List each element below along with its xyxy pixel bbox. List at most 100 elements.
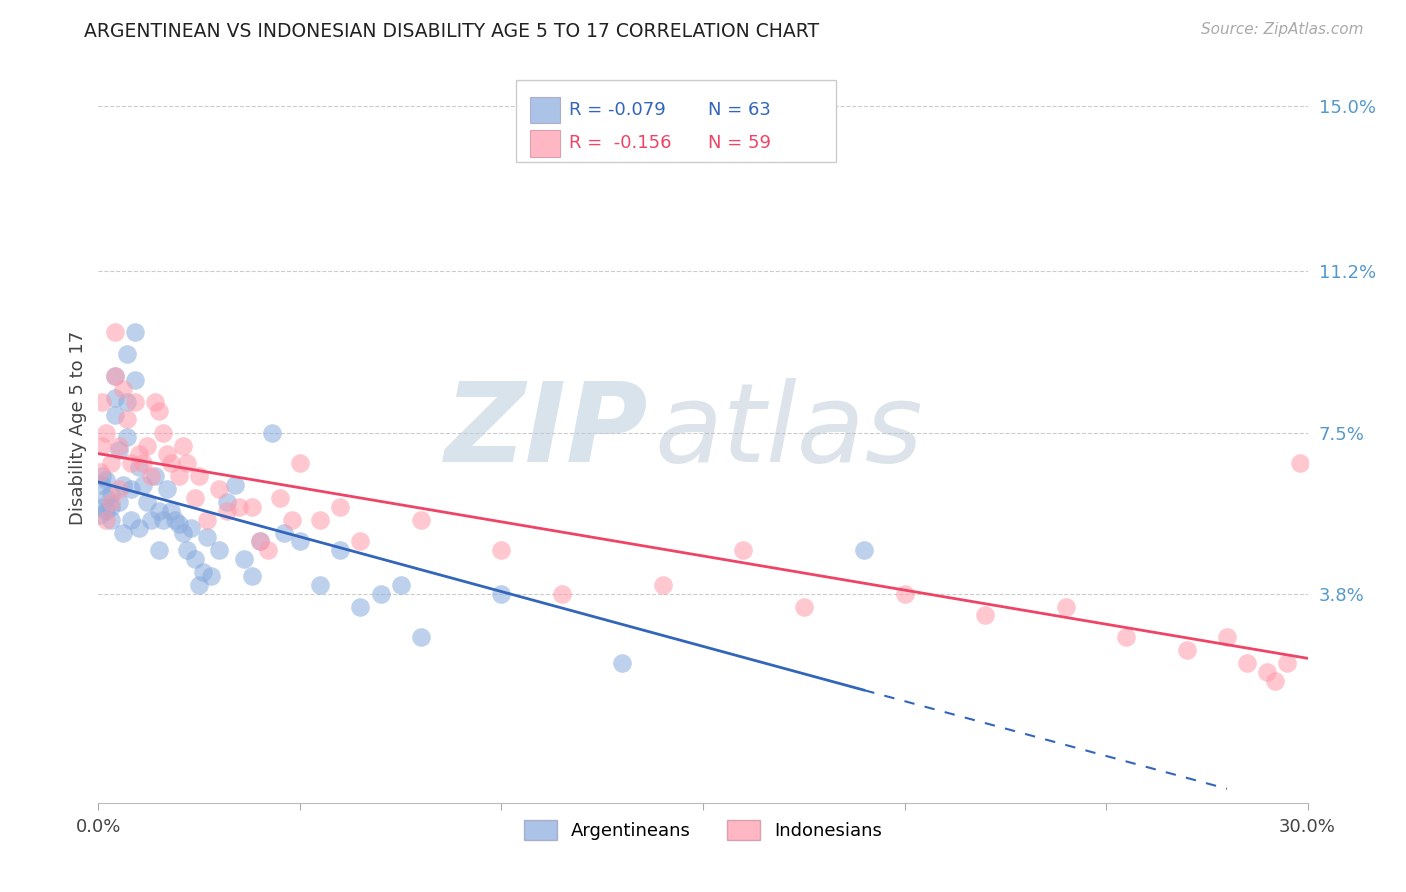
FancyBboxPatch shape — [516, 79, 837, 162]
Text: N = 63: N = 63 — [707, 101, 770, 119]
Point — [96, 513, 118, 527]
Point — [349, 534, 371, 549]
Point — [249, 534, 271, 549]
Point — [135, 495, 157, 509]
FancyBboxPatch shape — [530, 96, 561, 123]
Text: R = -0.079: R = -0.079 — [569, 101, 665, 119]
Point — [139, 513, 162, 527]
Point — [152, 425, 174, 440]
Point — [329, 500, 352, 514]
Point — [195, 530, 218, 544]
Point — [91, 395, 114, 409]
Point — [115, 412, 138, 426]
Text: ZIP: ZIP — [446, 378, 648, 485]
Point — [96, 425, 118, 440]
Text: Source: ZipAtlas.com: Source: ZipAtlas.com — [1201, 22, 1364, 37]
Point — [91, 469, 114, 483]
Point — [103, 368, 125, 383]
Point — [1216, 630, 1239, 644]
Point — [132, 477, 155, 491]
Point — [733, 543, 755, 558]
Point — [115, 430, 138, 444]
Point — [96, 504, 118, 518]
Point — [349, 599, 371, 614]
Point — [160, 456, 183, 470]
Point — [143, 469, 166, 483]
Point — [491, 543, 513, 558]
Text: R =  -0.156: R = -0.156 — [569, 135, 671, 153]
Point — [409, 513, 432, 527]
Point — [208, 482, 231, 496]
Point — [1256, 665, 1278, 679]
Point — [115, 395, 138, 409]
Point — [217, 504, 239, 518]
Point — [160, 504, 183, 518]
Point — [260, 425, 283, 440]
Point — [148, 543, 170, 558]
Point — [1288, 456, 1310, 470]
Point — [89, 465, 111, 479]
Point — [107, 439, 129, 453]
Point — [184, 491, 207, 505]
Point — [853, 543, 876, 558]
Point — [793, 599, 815, 614]
Point — [89, 508, 111, 523]
Point — [200, 569, 222, 583]
Point — [148, 504, 170, 518]
Point — [188, 469, 211, 483]
Point — [1175, 643, 1198, 657]
Point — [288, 534, 311, 549]
Point — [273, 525, 295, 540]
Point — [111, 525, 134, 540]
Text: atlas: atlas — [655, 378, 924, 485]
Point — [370, 587, 392, 601]
Point — [240, 500, 263, 514]
Point — [1264, 673, 1286, 688]
Point — [139, 469, 162, 483]
Point — [91, 500, 114, 514]
Point — [651, 578, 673, 592]
Point — [120, 482, 142, 496]
Point — [91, 439, 114, 453]
Point — [100, 486, 122, 500]
Point — [111, 477, 134, 491]
Point — [309, 513, 332, 527]
Point — [893, 587, 915, 601]
Point — [128, 460, 150, 475]
Point — [1054, 599, 1077, 614]
Point — [100, 495, 122, 509]
Point — [148, 403, 170, 417]
Point — [309, 578, 332, 592]
Point — [176, 456, 198, 470]
Point — [135, 439, 157, 453]
Point — [389, 578, 412, 592]
Point — [152, 513, 174, 527]
FancyBboxPatch shape — [530, 130, 561, 157]
Point — [180, 521, 202, 535]
Point — [1115, 630, 1137, 644]
Point — [193, 565, 215, 579]
Y-axis label: Disability Age 5 to 17: Disability Age 5 to 17 — [69, 331, 87, 525]
Text: ARGENTINEAN VS INDONESIAN DISABILITY AGE 5 TO 17 CORRELATION CHART: ARGENTINEAN VS INDONESIAN DISABILITY AGE… — [84, 22, 820, 41]
Point — [188, 578, 211, 592]
Point — [249, 534, 271, 549]
Point — [115, 347, 138, 361]
Point — [111, 382, 134, 396]
Point — [96, 491, 118, 505]
Point — [551, 587, 574, 601]
Point — [100, 513, 122, 527]
Point — [103, 368, 125, 383]
Point — [974, 608, 997, 623]
Point — [172, 439, 194, 453]
Point — [91, 477, 114, 491]
Point — [228, 500, 250, 514]
Point — [107, 442, 129, 457]
Point — [288, 456, 311, 470]
Point — [107, 495, 129, 509]
Point — [1236, 657, 1258, 671]
Point — [103, 326, 125, 340]
Point — [1277, 657, 1299, 671]
Point — [612, 657, 634, 671]
Point — [281, 513, 304, 527]
Point — [103, 391, 125, 405]
